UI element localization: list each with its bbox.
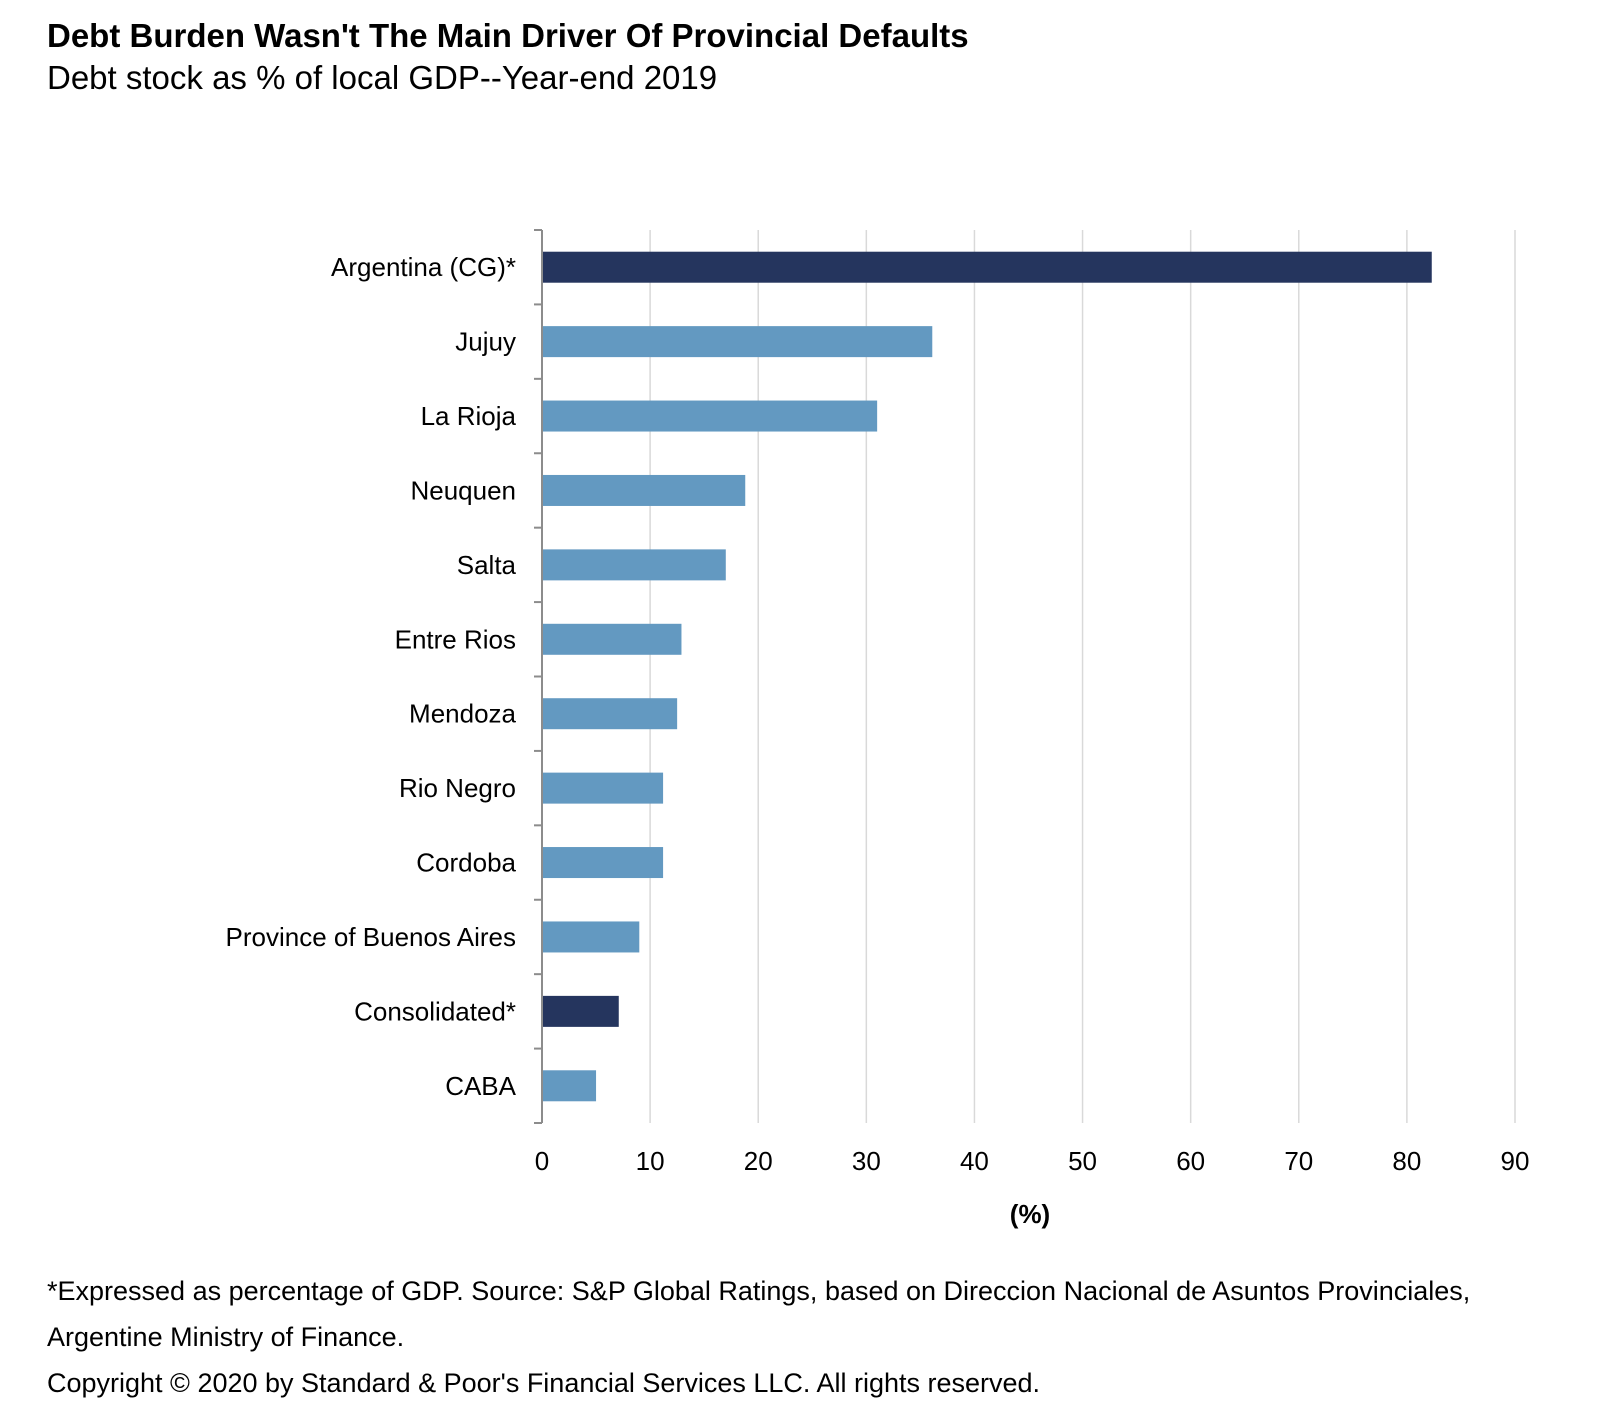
bar-consolidated	[542, 995, 619, 1027]
y-label-la-rioja: La Rioja	[421, 401, 517, 431]
y-axis	[534, 229, 543, 1124]
x-tick-label-60: 60	[1176, 1146, 1205, 1176]
bar-mendoza	[542, 698, 678, 730]
bar-argentina-cg	[542, 251, 1432, 283]
x-tick-label-30: 30	[852, 1146, 881, 1176]
footnote: *Expressed as percentage of GDP. Source:…	[47, 1268, 1487, 1406]
bar-neuquen	[542, 474, 746, 506]
bar-province-of-buenos-aires	[542, 921, 640, 953]
y-label-province-of-buenos-aires: Province of Buenos Aires	[226, 922, 517, 952]
chart-subtitle: Debt stock as % of local GDP--Year-end 2…	[47, 59, 718, 96]
y-label-caba: CABA	[445, 1071, 516, 1101]
x-axis-title: (%)	[1010, 1199, 1050, 1229]
bar-salta	[542, 549, 726, 581]
x-tick-label-70: 70	[1284, 1146, 1313, 1176]
x-tick-label-80: 80	[1392, 1146, 1421, 1176]
bar-cordoba	[542, 847, 664, 879]
x-tick-label-20: 20	[744, 1146, 773, 1176]
x-tick-label-50: 50	[1068, 1146, 1097, 1176]
bars	[542, 251, 1432, 1102]
y-label-argentina-cg: Argentina (CG)*	[331, 252, 516, 282]
chart-title: Debt Burden Wasn't The Main Driver Of Pr…	[47, 17, 969, 54]
bar-chart: 0 10 20 30 40 50 60 70 80 90 Argentina (CG)* Jujuy…	[226, 229, 1530, 1229]
y-axis-labels: Argentina (CG)* Jujuy La Rioja Neuquen Salta…	[226, 252, 517, 1101]
x-tick-label-0: 0	[535, 1146, 549, 1176]
source-note: *Expressed as percentage of GDP. Source:…	[47, 1276, 1471, 1352]
y-label-neuquen: Neuquen	[410, 475, 516, 505]
y-label-mendoza: Mendoza	[409, 699, 516, 729]
bar-jujuy	[542, 326, 933, 358]
x-tick-label-40: 40	[960, 1146, 989, 1176]
y-label-jujuy: Jujuy	[455, 327, 516, 357]
bar-caba	[542, 1070, 597, 1102]
bar-entre-rios	[542, 623, 682, 655]
y-label-cordoba: Cordoba	[416, 848, 516, 878]
bar-rio-negro	[542, 772, 664, 804]
gridlines	[649, 230, 1516, 1123]
y-label-salta: Salta	[457, 550, 517, 580]
x-tick-label-90: 90	[1501, 1146, 1530, 1176]
x-axis-ticks: 0 10 20 30 40 50 60 70 80 90	[535, 1146, 1530, 1176]
y-label-consolidated: Consolidated*	[354, 996, 516, 1026]
y-label-entre-rios: Entre Rios	[395, 624, 516, 654]
x-tick-label-10: 10	[636, 1146, 665, 1176]
y-label-rio-negro: Rio Negro	[399, 773, 516, 803]
copyright-note: Copyright © 2020 by Standard & Poor's Fi…	[47, 1368, 1041, 1398]
bar-la-rioja	[542, 400, 878, 432]
